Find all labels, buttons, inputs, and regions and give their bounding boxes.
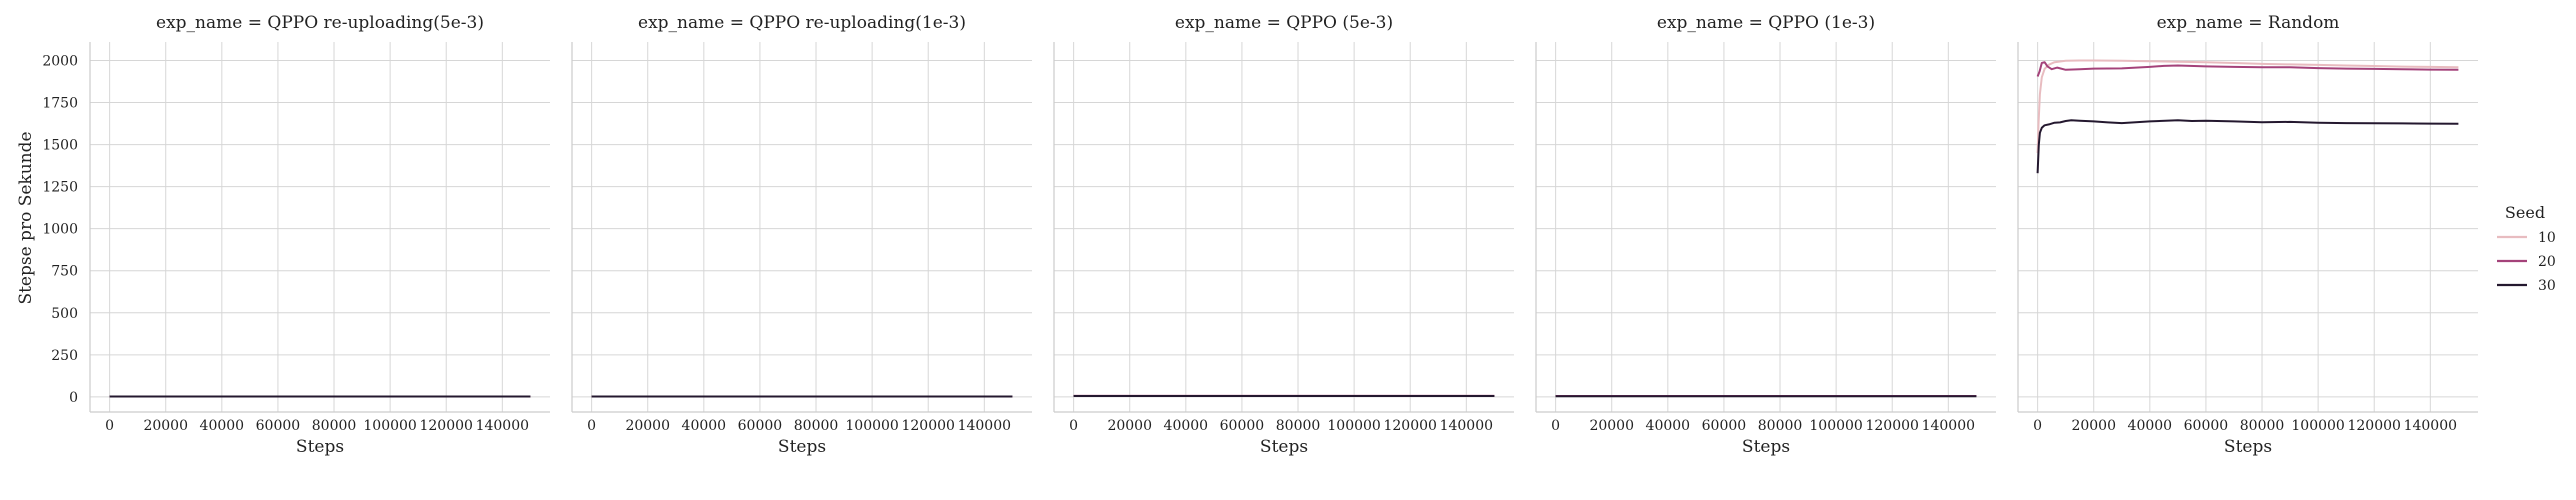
x-tick-label: 120000 bbox=[2347, 418, 2400, 434]
x-tick-label: 0 bbox=[1069, 418, 1078, 434]
x-tick-label: 20000 bbox=[143, 418, 188, 434]
x-tick-label: 140000 bbox=[476, 418, 529, 434]
x-tick-label: 100000 bbox=[845, 418, 898, 434]
panel-title: exp_name = QPPO (5e-3) bbox=[1175, 13, 1393, 33]
panel-title: exp_name = QPPO re-uploading(1e-3) bbox=[638, 13, 966, 33]
panel-title: exp_name = Random bbox=[2157, 13, 2340, 33]
x-tick-label: 120000 bbox=[1383, 418, 1436, 434]
x-tick-label: 20000 bbox=[1589, 418, 1634, 434]
x-tick-label: 60000 bbox=[2184, 418, 2229, 434]
legend-entries: 10 20 30 bbox=[2497, 230, 2556, 294]
panel-title: exp_name = QPPO re-uploading(5e-3) bbox=[156, 13, 484, 33]
series-line-seed-20 bbox=[2036, 61, 2459, 77]
x-tick-label: 40000 bbox=[1164, 418, 1209, 434]
legend-label-seed-20: 20 bbox=[2538, 254, 2556, 270]
y-tick-label: 1000 bbox=[42, 222, 78, 238]
panel-3: 0 20000 40000 60000 80000 100000 120000 140000 e… bbox=[1053, 13, 1514, 457]
panels: 0 20000 40000 60000 80000 100000 120000 1400000… bbox=[42, 13, 2478, 457]
x-tick-label: 120000 bbox=[901, 418, 954, 434]
x-axis-label: Steps bbox=[296, 437, 344, 457]
x-tick-label: 100000 bbox=[363, 418, 416, 434]
x-tick-label: 100000 bbox=[1809, 418, 1862, 434]
x-axis-label: Steps bbox=[1742, 437, 1790, 457]
y-axis-label: Stepse pro Sekunde bbox=[16, 131, 36, 304]
x-tick-label: 20000 bbox=[2071, 418, 2116, 434]
panel-5: 0 20000 40000 60000 80000 100000 120000 140000 e… bbox=[2017, 13, 2478, 457]
x-tick-label: 40000 bbox=[1646, 418, 1691, 434]
series-line-seed-10 bbox=[2036, 59, 2459, 154]
x-axis-label: Steps bbox=[778, 437, 826, 457]
x-tick-label: 100000 bbox=[2291, 418, 2344, 434]
panel-1: 0 20000 40000 60000 80000 100000 120000 140000 0… bbox=[42, 13, 550, 457]
y-tick-label: 250 bbox=[51, 348, 78, 364]
y-tick-label: 500 bbox=[51, 306, 78, 322]
x-tick-label: 80000 bbox=[794, 418, 839, 434]
x-tick-label: 40000 bbox=[200, 418, 245, 434]
x-tick-label: 140000 bbox=[2404, 418, 2457, 434]
x-tick-label: 60000 bbox=[256, 418, 301, 434]
x-axis-label: Steps bbox=[1260, 437, 1308, 457]
panel-4: 0 20000 40000 60000 80000 100000 120000 140000 e… bbox=[1535, 13, 1996, 457]
x-tick-label: 40000 bbox=[682, 418, 727, 434]
panel-title: exp_name = QPPO (1e-3) bbox=[1657, 13, 1875, 33]
x-tick-label: 80000 bbox=[1276, 418, 1321, 434]
x-tick-label: 140000 bbox=[958, 418, 1011, 434]
x-tick-label: 120000 bbox=[419, 418, 472, 434]
y-tick-label: 1500 bbox=[42, 138, 78, 154]
x-tick-label: 60000 bbox=[738, 418, 783, 434]
x-tick-label: 60000 bbox=[1702, 418, 1747, 434]
x-tick-label: 80000 bbox=[312, 418, 357, 434]
x-tick-label: 0 bbox=[2033, 418, 2042, 434]
x-tick-label: 140000 bbox=[1440, 418, 1493, 434]
x-tick-label: 80000 bbox=[1758, 418, 1803, 434]
y-tick-label: 0 bbox=[69, 390, 78, 406]
x-tick-label: 100000 bbox=[1327, 418, 1380, 434]
x-tick-label: 80000 bbox=[2240, 418, 2285, 434]
legend: Seed 10 20 30 bbox=[2497, 203, 2556, 294]
y-tick-label: 2000 bbox=[42, 54, 78, 70]
x-tick-label: 20000 bbox=[1107, 418, 1152, 434]
series-line-seed-30 bbox=[2036, 119, 2459, 174]
x-tick-label: 140000 bbox=[1922, 418, 1975, 434]
x-tick-label: 0 bbox=[105, 418, 114, 434]
y-tick-label: 1750 bbox=[42, 96, 78, 112]
legend-title: Seed bbox=[2505, 203, 2545, 222]
x-tick-label: 120000 bbox=[1865, 418, 1918, 434]
y-tick-label: 1250 bbox=[42, 180, 78, 196]
x-tick-label: 60000 bbox=[1220, 418, 1265, 434]
legend-label-seed-30: 30 bbox=[2538, 278, 2556, 294]
y-tick-label: 750 bbox=[51, 264, 78, 280]
x-tick-label: 0 bbox=[1551, 418, 1560, 434]
x-tick-label: 0 bbox=[587, 418, 596, 434]
x-tick-label: 20000 bbox=[625, 418, 670, 434]
legend-label-seed-10: 10 bbox=[2538, 230, 2556, 246]
x-tick-label: 40000 bbox=[2128, 418, 2173, 434]
x-axis-label: Steps bbox=[2224, 437, 2272, 457]
panel-2: 0 20000 40000 60000 80000 100000 120000 140000 e… bbox=[571, 13, 1032, 457]
